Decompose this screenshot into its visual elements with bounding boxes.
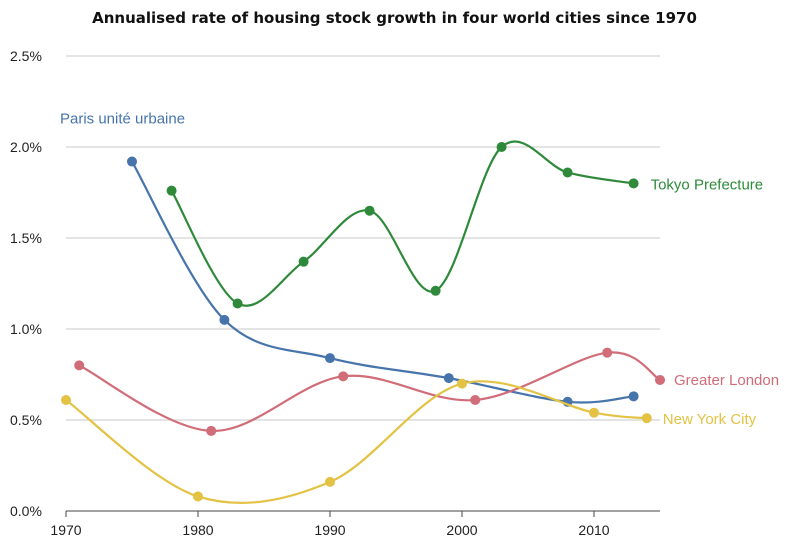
x-tick-label: 1970 xyxy=(50,522,81,538)
y-tick-label: 1.5% xyxy=(10,230,42,246)
x-tick-label: 2000 xyxy=(446,522,477,538)
y-tick-label: 0.5% xyxy=(10,412,42,428)
data-point-tokyo-prefecture xyxy=(232,298,243,309)
data-point-greater-london xyxy=(206,425,217,436)
data-point-new-york-city xyxy=(457,378,467,389)
x-tick-label: 1990 xyxy=(314,522,345,538)
data-point-paris-unite-urbaine xyxy=(325,353,335,364)
data-point-paris-unite-urbaine xyxy=(628,391,639,402)
data-point-tokyo-prefecture xyxy=(298,256,309,267)
data-point-new-york-city xyxy=(61,394,71,405)
y-tick-label: 2.0% xyxy=(10,139,42,155)
y-tick-label: 0.0% xyxy=(10,503,42,519)
series-labels: Paris unité urbaine Tokyo Prefecture Great… xyxy=(60,111,779,429)
data-point-tokyo-prefecture xyxy=(562,167,573,178)
data-point-tokyo-prefecture xyxy=(364,205,375,216)
data-point-paris-unite-urbaine xyxy=(443,373,454,384)
chart-title: Annualised rate of housing stock growth … xyxy=(92,9,697,27)
x-tick-label: 1980 xyxy=(182,522,213,538)
series-label-new-york-city: New York City xyxy=(663,411,757,428)
data-point-tokyo-prefecture xyxy=(166,185,177,196)
axes: 0.0% 0.5% 1.0% 1.5% 2.0% 2.5% 1970 1980 1990 2000… xyxy=(10,48,660,538)
series-layer xyxy=(61,140,665,505)
x-tick-label: 2010 xyxy=(578,522,609,538)
data-point-greater-london xyxy=(602,347,613,358)
data-point-tokyo-prefecture xyxy=(430,285,441,296)
series-new-york-city xyxy=(61,378,652,505)
series-greater-london xyxy=(74,347,665,436)
y-tick-label: 1.0% xyxy=(10,321,42,337)
series-line-tokyo-prefecture xyxy=(170,140,635,307)
data-point-greater-london xyxy=(655,374,665,385)
series-label-tokyo-prefecture: Tokyo Prefecture xyxy=(651,176,764,193)
data-point-greater-london xyxy=(338,371,349,382)
data-point-greater-london xyxy=(74,360,85,371)
series-line-new-york-city xyxy=(64,380,648,505)
series-line-greater-london xyxy=(78,351,662,433)
data-point-new-york-city xyxy=(641,413,652,424)
series-paris-unite-urbaine xyxy=(127,156,639,407)
data-point-new-york-city xyxy=(589,407,599,418)
data-point-paris-unite-urbaine xyxy=(127,156,137,167)
data-point-new-york-city xyxy=(193,491,203,502)
data-point-paris-unite-urbaine xyxy=(219,314,230,325)
data-point-tokyo-prefecture xyxy=(628,178,639,189)
data-point-greater-london xyxy=(470,394,481,405)
gridlines xyxy=(66,55,660,421)
series-label-paris-unite-urbaine: Paris unité urbaine xyxy=(60,111,185,128)
series-tokyo-prefecture xyxy=(166,140,639,309)
data-point-new-york-city xyxy=(325,476,335,487)
y-tick-label: 2.5% xyxy=(10,48,42,64)
series-label-greater-london: Greater London xyxy=(674,372,779,389)
series-line-paris-unite-urbaine xyxy=(130,160,635,404)
data-point-tokyo-prefecture xyxy=(496,142,507,152)
